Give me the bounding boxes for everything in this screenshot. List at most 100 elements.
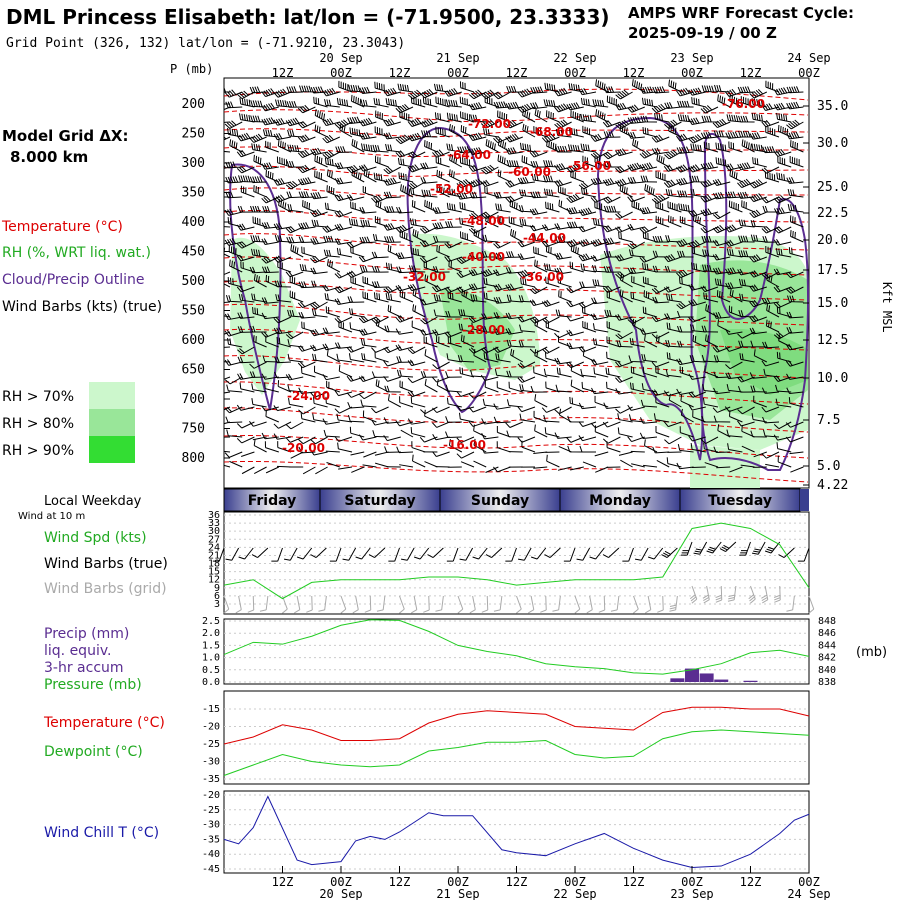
wind-barb [495,353,511,363]
wind-barb [314,154,328,168]
wind-barb [336,247,353,258]
wind-barb [543,175,560,183]
wind-barb-true [544,547,561,558]
wind-barb [224,120,243,129]
wind-barb [517,240,536,248]
wind-barb [447,336,462,348]
wind-barb [251,248,267,258]
precip-bar [714,679,729,682]
wind-barb [663,286,682,293]
wind-barb [473,424,487,438]
wind-barb [749,193,767,203]
wind-barb [762,429,780,438]
wind-barb [628,355,645,363]
wind-barb-true [446,547,459,562]
wind-barb [592,279,609,288]
wind-barb-true [602,547,620,558]
wind-barb [676,238,694,247]
wind-barb-true [342,547,357,561]
wind-barb [265,140,279,153]
wind-chill-line [223,795,810,869]
wind-barbs [224,79,804,475]
wind-barb-grid [457,595,464,614]
wind-barb [679,426,694,438]
wind-barb [604,309,621,318]
wind-barb [689,354,706,363]
wind-barb [468,268,487,277]
wind-barb [519,324,536,333]
wind-barb [225,176,243,184]
wind-barb [229,259,243,273]
wind-barb [615,165,633,174]
temp-label: -20.00 [282,441,325,455]
wind-barb [703,141,719,153]
wind-barb-true [368,547,386,558]
wind-barb [322,418,340,425]
wind-barb [322,225,340,233]
wind-barb-grid [481,595,489,613]
wind-barb-true [413,547,430,560]
wind-barb [250,235,267,243]
wind-barb [387,244,402,258]
wind-barb [668,124,682,138]
wind-barb [236,404,255,411]
height-tick-label: 35.0 [817,99,848,114]
wind-barb [468,164,487,172]
wind-barb [594,155,609,168]
wind-barb [545,381,560,393]
wind-barb [566,221,584,229]
wind-barb [299,263,316,273]
wind-barb [664,149,682,160]
wind-barb [620,459,633,468]
wind-barb [346,164,365,174]
wind-barb [287,353,304,363]
wind-barb [518,295,536,303]
wind-barb [473,228,487,243]
wind-barb [387,394,402,408]
wind-barb [373,172,389,183]
wind-barb [374,351,389,363]
wind-barb [224,406,243,414]
wind-barb [226,384,243,393]
wind-barb [655,215,670,228]
wind-barb [419,240,438,248]
wind-barb [424,199,438,213]
wind-barb [484,96,499,108]
wind-barb [729,410,743,423]
wind-barb [521,155,536,168]
axis-tick-label: 15 [208,567,220,578]
wind-barb [277,441,292,453]
wind-barb [250,205,267,213]
wind-barb [567,144,584,153]
wind-barb [715,142,731,153]
wind-barb [226,429,243,438]
wind-barb [639,256,658,263]
wind-barb [529,150,548,158]
wind-barb [530,191,548,199]
wind-barb [348,308,365,318]
wind-barb [688,283,706,291]
wind-barb [497,110,511,123]
wind-speed-label: Wind Spd (kts) [44,530,147,546]
wind-barb [253,335,267,348]
wind-barb [349,127,365,138]
wind-barb [301,246,316,258]
wind-barb [224,464,231,468]
wind-barb [543,160,560,168]
time-tick-label: 00Z [564,875,586,889]
wind-barb [459,202,475,213]
wind-barb [424,461,438,468]
wind-barb [276,465,292,468]
wind-barb [531,173,548,183]
wind-barb [510,228,524,243]
wind-barb [446,187,462,198]
wind-barb [362,291,377,303]
wind-barb [324,293,340,303]
axis-tick-label: 24 [208,542,220,553]
wind-barb [302,466,316,475]
time-tick-label: 12Z [506,875,528,889]
wind-barb [566,329,584,337]
wind-barb [688,117,706,126]
wind-barb-grid [633,595,639,614]
wind-barb [655,396,670,408]
